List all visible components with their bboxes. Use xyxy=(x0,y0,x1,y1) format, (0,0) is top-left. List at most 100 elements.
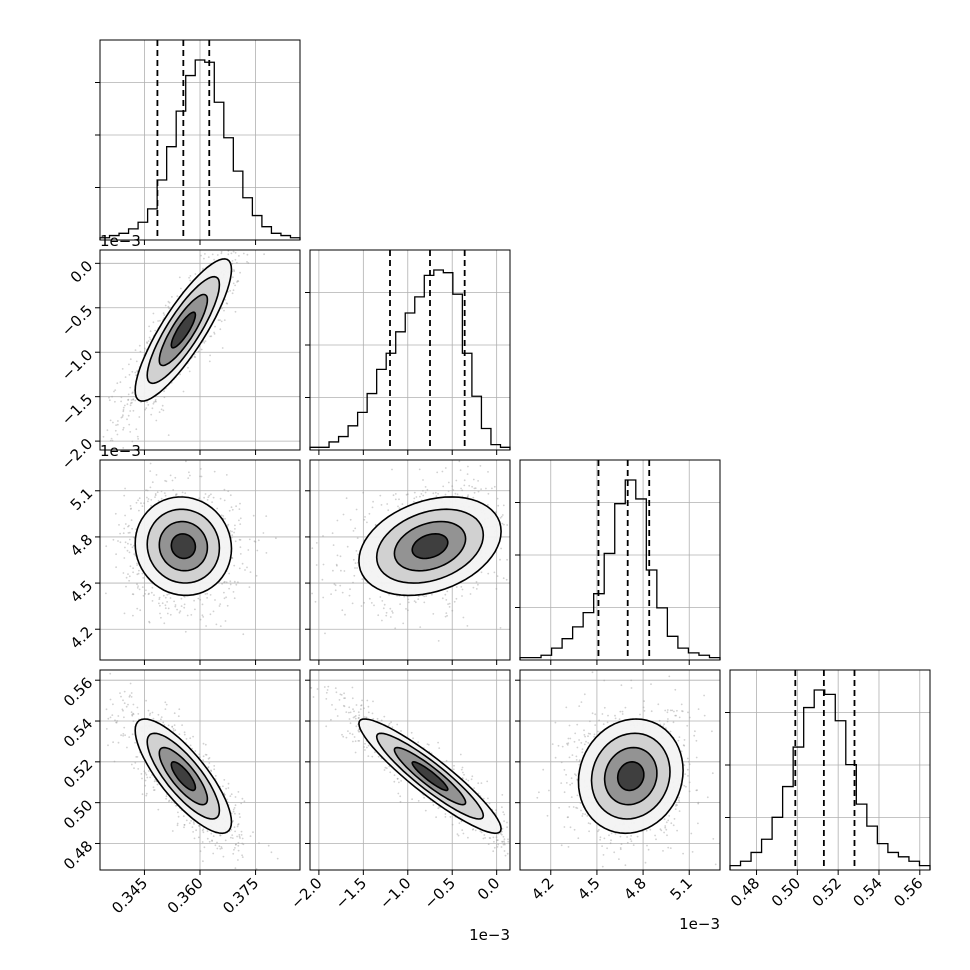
scatter-point xyxy=(232,808,235,811)
scatter-point xyxy=(206,499,209,501)
scatter-point xyxy=(142,594,145,597)
scatter-point xyxy=(231,292,234,295)
scatter-point xyxy=(146,489,149,492)
scatter-point xyxy=(234,830,237,833)
scatter-point xyxy=(157,320,160,322)
scatter-point xyxy=(132,409,135,412)
scatter-point xyxy=(219,848,222,850)
scatter-point xyxy=(252,514,255,517)
scatter-point xyxy=(159,604,161,607)
scatter-point xyxy=(222,855,225,858)
scatter-point xyxy=(167,305,170,308)
scatter-point xyxy=(223,309,225,312)
scatter-point xyxy=(194,750,197,752)
scatter-point xyxy=(237,844,240,847)
scatter-point xyxy=(444,467,447,469)
y-tick-label: 4.8 xyxy=(67,531,97,561)
scatter-point xyxy=(165,480,168,483)
scatter-point xyxy=(232,282,235,285)
scatter-point xyxy=(235,583,238,586)
scatter-point xyxy=(230,836,232,839)
scatter-point xyxy=(220,514,223,517)
scatter-point xyxy=(132,614,134,617)
histogram-step xyxy=(99,59,301,240)
scatter-point xyxy=(145,489,148,491)
scatter-point xyxy=(477,583,479,586)
scatter-point xyxy=(199,468,202,470)
scatter-point xyxy=(199,618,202,621)
scatter-point xyxy=(180,597,183,600)
scatter-point xyxy=(132,398,135,401)
scatter-point xyxy=(487,504,489,506)
scatter-point xyxy=(189,737,192,740)
scatter-point xyxy=(148,336,151,339)
scatter-point xyxy=(497,504,500,507)
scatter-point xyxy=(150,591,153,594)
scatter-point xyxy=(132,571,135,574)
scatter-point xyxy=(147,770,150,772)
scatter-point xyxy=(122,414,124,417)
scatter-point xyxy=(322,535,324,537)
scatter-point xyxy=(462,616,465,619)
scatter-point xyxy=(138,497,141,500)
scatter-point xyxy=(202,831,205,834)
scatter-point xyxy=(147,404,150,406)
scatter-point xyxy=(502,504,505,507)
scatter-point xyxy=(157,713,160,716)
y-tick-label: 0.48 xyxy=(60,837,96,873)
scatter-point xyxy=(232,810,235,813)
y-tick-label: 0.52 xyxy=(60,755,96,791)
scatter-point xyxy=(238,508,241,510)
scatter-point xyxy=(342,735,345,738)
scatter-point xyxy=(134,371,137,374)
scatter-point xyxy=(506,558,508,561)
scatter-point xyxy=(229,583,232,586)
scatter-point xyxy=(200,254,202,257)
scatter-point xyxy=(234,540,237,543)
scatter-point xyxy=(148,592,150,595)
scatter-point xyxy=(234,804,237,807)
pair-panel-r3-c1: 4.24.54.85.1 xyxy=(67,459,301,665)
scatter-point xyxy=(242,843,245,846)
scatter-point xyxy=(145,699,148,702)
scatter-point xyxy=(341,591,344,594)
scatter-point xyxy=(366,699,369,702)
scatter-point xyxy=(357,553,359,556)
scatter-point xyxy=(223,580,226,583)
scatter-point xyxy=(364,516,366,518)
scatter-point xyxy=(127,399,129,401)
scatter-point xyxy=(135,374,138,376)
scatter-point xyxy=(234,796,237,798)
scatter-point xyxy=(140,773,143,775)
scatter-point xyxy=(496,575,499,577)
scatter-point xyxy=(164,708,167,710)
scatter-point xyxy=(239,553,242,555)
scatter-point xyxy=(500,547,502,550)
scatter-point xyxy=(321,578,324,581)
scatter-point xyxy=(109,672,112,675)
scatter-point xyxy=(143,347,146,350)
scatter-point xyxy=(192,821,195,824)
scatter-point xyxy=(163,396,166,399)
scatter-point xyxy=(240,834,243,836)
scatter-point xyxy=(230,536,233,539)
scatter-point xyxy=(169,597,172,599)
scatter-point xyxy=(132,720,135,723)
scatter-point xyxy=(501,522,504,525)
scatter-point xyxy=(172,730,175,732)
scatter-point xyxy=(183,733,186,736)
scatter-point xyxy=(129,508,132,510)
scatter-point xyxy=(163,492,166,495)
scatter-point xyxy=(413,491,416,494)
scatter-point xyxy=(460,487,462,490)
scatter-point xyxy=(225,581,228,584)
scatter-point xyxy=(111,714,114,716)
scatter-point xyxy=(157,808,160,811)
scatter-point xyxy=(173,600,176,603)
scatter-point xyxy=(451,485,454,487)
y-tick-label: −0.5 xyxy=(58,301,96,339)
scatter-point xyxy=(122,699,124,702)
scatter-point xyxy=(276,857,279,860)
scatter-point xyxy=(114,429,117,432)
